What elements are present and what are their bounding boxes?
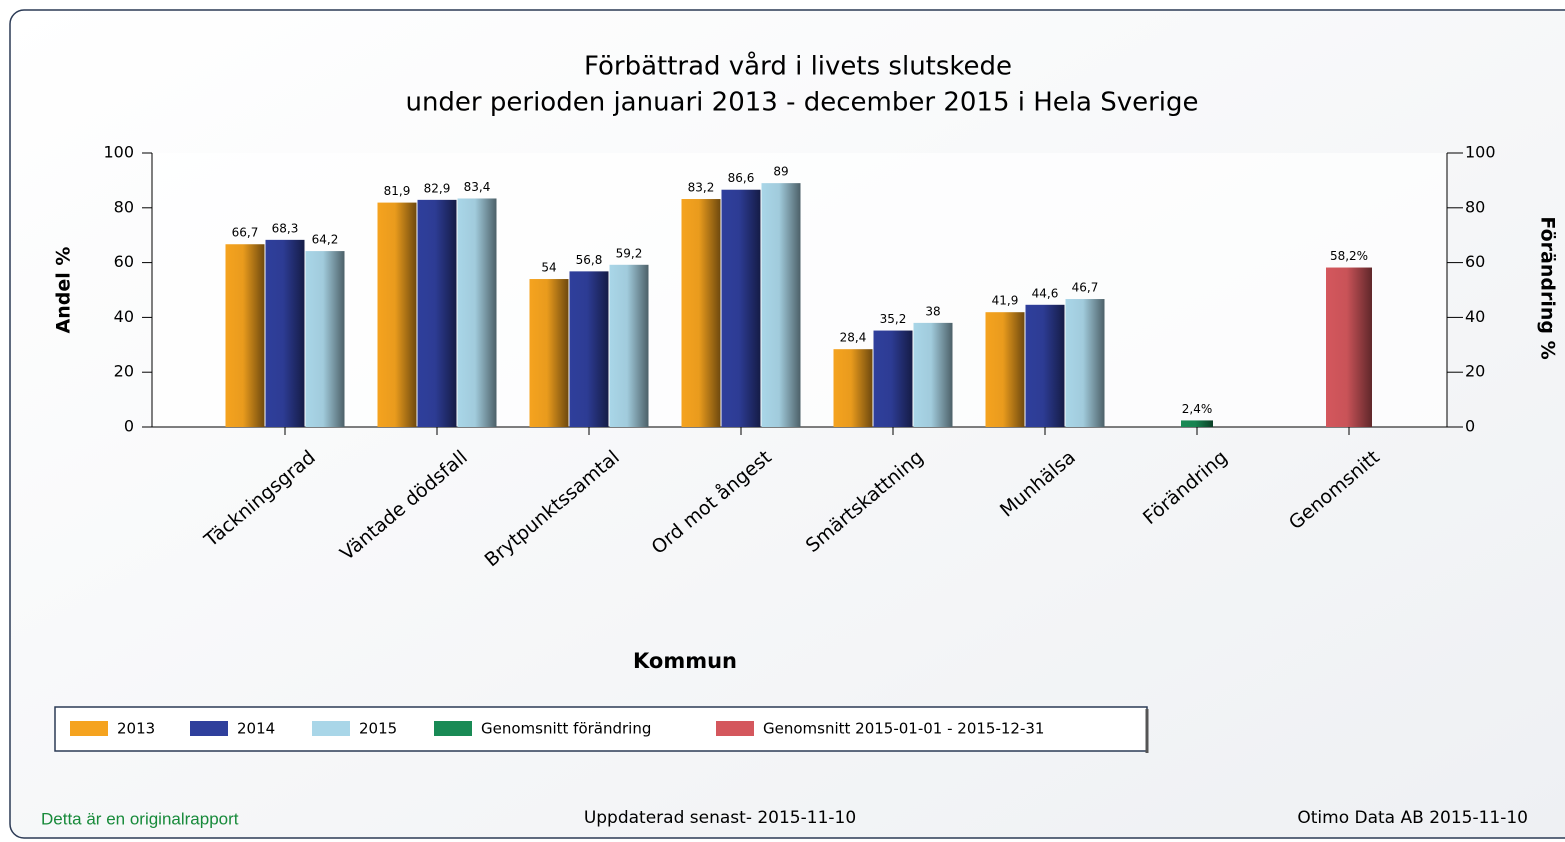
y-tick-label: 0 [124, 417, 134, 436]
bar [833, 349, 873, 427]
data-label: 56,8 [576, 253, 603, 267]
legend-label: 2015 [359, 720, 397, 738]
bar [529, 279, 569, 427]
bar [873, 330, 913, 427]
bar [457, 198, 497, 427]
data-label: 2,4% [1182, 402, 1213, 416]
legend-swatch [312, 721, 350, 736]
legend-label: 2013 [117, 720, 155, 738]
bar [569, 271, 609, 427]
data-label: 64,2 [312, 233, 339, 247]
y2-tick-label: 40 [1465, 307, 1485, 326]
bar [1065, 299, 1105, 427]
bar [609, 264, 649, 427]
footer-right: Otimo Data AB 2015-11-10 [1297, 808, 1528, 828]
y-tick-label: 60 [114, 252, 134, 271]
y2-tick-label: 20 [1465, 362, 1485, 381]
bar [913, 322, 953, 427]
y-tick-label: 100 [103, 143, 134, 162]
y-tick-label: 80 [114, 197, 134, 216]
bar [985, 312, 1025, 427]
bar [265, 239, 305, 427]
data-label: 68,3 [272, 221, 299, 235]
bar [1025, 304, 1065, 427]
y2-tick-label: 80 [1465, 197, 1485, 216]
bar [761, 183, 801, 427]
data-label: 41,9 [992, 294, 1019, 308]
data-label: 86,6 [728, 171, 755, 185]
y2-tick-label: 60 [1465, 252, 1485, 271]
chart-title: Förbättrad vård i livets slutskede [584, 51, 1012, 82]
y-axis-label: Andel % [53, 247, 75, 334]
legend-swatch [70, 721, 108, 736]
y2-tick-label: 0 [1465, 417, 1475, 436]
data-label: 66,7 [232, 226, 259, 240]
data-label: 35,2 [880, 312, 907, 326]
y2-tick-label: 100 [1465, 143, 1496, 162]
data-label: 59,2 [616, 246, 643, 260]
legend-label: Genomsnitt 2015-01-01 - 2015-12-31 [763, 720, 1044, 738]
data-label: 82,9 [424, 181, 451, 195]
data-label: 54 [541, 261, 556, 275]
data-label: 28,4 [840, 331, 867, 345]
y-tick-label: 40 [114, 307, 134, 326]
bar [377, 202, 417, 427]
legend-box [54, 706, 1148, 752]
bar [417, 199, 457, 427]
bar [225, 244, 265, 427]
data-label: 46,7 [1072, 281, 1099, 295]
y-tick-label: 20 [114, 362, 134, 381]
data-label: 83,4 [464, 180, 491, 194]
data-label: 38 [925, 304, 940, 318]
legend-swatch [716, 721, 754, 736]
x-axis-label: Kommun [633, 649, 737, 673]
data-label: 44,6 [1032, 286, 1059, 300]
legend-label: Genomsnitt förändring [481, 720, 651, 738]
y2-axis-label: Förändring % [1537, 216, 1559, 359]
footer-center: Uppdaterad senast- 2015-11-10 [584, 808, 856, 828]
bar [681, 199, 721, 427]
legend-swatch [190, 721, 228, 736]
data-label: 58,2% [1330, 249, 1368, 263]
data-label: 81,9 [384, 184, 411, 198]
bar [721, 189, 761, 427]
data-label: 89 [773, 165, 788, 179]
bar [305, 251, 345, 427]
footer-left: Detta är en originalrapport [41, 809, 239, 828]
chart-subtitle: under perioden januari 2013 - december 2… [405, 88, 1198, 118]
data-label: 83,2 [688, 181, 715, 195]
legend-label: 2014 [237, 720, 275, 738]
bar [1181, 420, 1213, 427]
legend-swatch [434, 721, 472, 736]
bar [1326, 267, 1372, 427]
